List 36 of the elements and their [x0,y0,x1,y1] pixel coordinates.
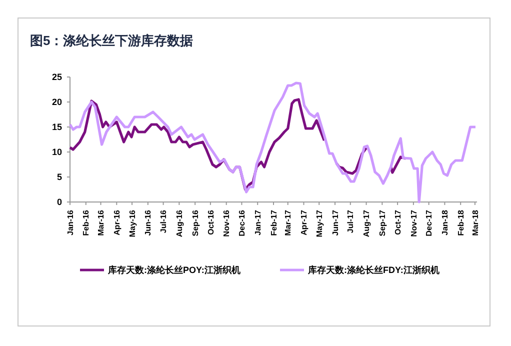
x-tick-label: Oct-16 [206,209,216,235]
x-tick-label: Jan-16 [66,209,75,236]
x-tick-label: May-17 [314,209,324,238]
x-tick-label: Sep-17 [378,209,387,236]
x-tick-label: Mar-17 [284,209,293,236]
y-tick-label: 20 [52,97,62,108]
chart-title: 图5：涤纶长丝下游库存数据 [30,33,194,48]
x-tick-label: Aug-17 [362,209,372,238]
x-tick-label: Nov-17 [409,209,418,237]
y-tick-label: 10 [52,147,62,158]
x-tick-label: Jun-17 [330,209,340,236]
y-tick-label: 15 [52,122,62,132]
x-tick-label: Feb-17 [269,209,278,236]
x-tick-label: Dec-17 [424,209,434,236]
x-tick-label: Feb-16 [82,209,91,236]
x-tick-label: Apr-16 [112,209,122,236]
x-tick-label: Apr-17 [300,209,309,236]
x-tick-label: Nov-16 [222,209,232,237]
x-tick-label: Dec-16 [238,209,247,236]
x-tick-label: Jul-16 [159,209,168,234]
legend-label: 库存天数:涤纶长丝POY:江浙织机 [107,265,240,276]
y-tick-label: 0 [56,197,62,208]
x-tick-label: Oct-17 [393,209,402,235]
x-tick-label: Jan-18 [440,209,450,236]
x-tick-label: Sep-16 [190,209,200,236]
x-tick-label: Jul-17 [346,209,356,234]
x-tick-label: Feb-18 [456,209,466,236]
x-tick-label: May-16 [128,209,137,238]
legend-label: 库存天数:涤纶长丝FDY:江浙织机 [307,265,440,276]
x-tick-label: Mar-18 [470,209,480,236]
x-tick-label: Mar-16 [96,209,106,236]
x-tick-label: Jan-17 [253,209,262,236]
y-tick-label: 5 [56,172,62,182]
x-tick-label: Jun-16 [144,209,153,236]
y-tick-label: 25 [52,72,62,82]
x-tick-label: Aug-16 [174,209,184,238]
